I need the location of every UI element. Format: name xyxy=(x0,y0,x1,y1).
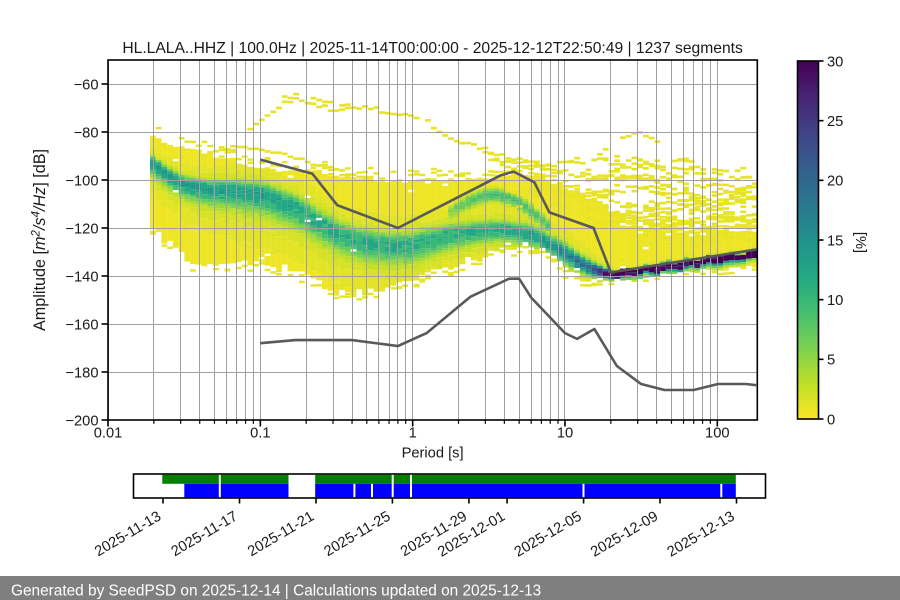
svg-text:30: 30 xyxy=(827,54,843,70)
svg-text:0: 0 xyxy=(827,412,835,428)
svg-text:[%]: [%] xyxy=(852,232,868,253)
svg-text:10: 10 xyxy=(827,293,843,309)
svg-text:100: 100 xyxy=(705,426,730,442)
svg-text:−140: −140 xyxy=(65,269,98,285)
svg-text:10: 10 xyxy=(557,426,573,442)
svg-text:0.01: 0.01 xyxy=(94,426,123,442)
svg-text:1: 1 xyxy=(409,426,417,442)
svg-text:20: 20 xyxy=(827,174,843,190)
svg-text:−160: −160 xyxy=(65,317,98,333)
svg-text:Generated by SeedPSD on 2025-1: Generated by SeedPSD on 2025-12-14 | Cal… xyxy=(11,582,541,599)
svg-text:0.1: 0.1 xyxy=(250,426,270,442)
svg-text:−200: −200 xyxy=(65,413,98,429)
svg-text:−120: −120 xyxy=(65,221,98,237)
svg-text:15: 15 xyxy=(827,233,843,249)
svg-text:−80: −80 xyxy=(74,125,99,141)
svg-text:Period [s]: Period [s] xyxy=(402,446,464,462)
svg-text:Amplitude [m2/s4/Hz] [dB]: Amplitude [m2/s4/Hz] [dB] xyxy=(30,149,50,331)
svg-text:−100: −100 xyxy=(65,173,98,189)
svg-text:−60: −60 xyxy=(74,77,99,93)
svg-text:5: 5 xyxy=(827,353,835,369)
svg-text:HL.LALA..HHZ | 100.0Hz | 2025-: HL.LALA..HHZ | 100.0Hz | 2025-11-14T00:0… xyxy=(122,40,743,57)
svg-text:25: 25 xyxy=(827,114,843,130)
svg-text:−180: −180 xyxy=(65,365,98,381)
